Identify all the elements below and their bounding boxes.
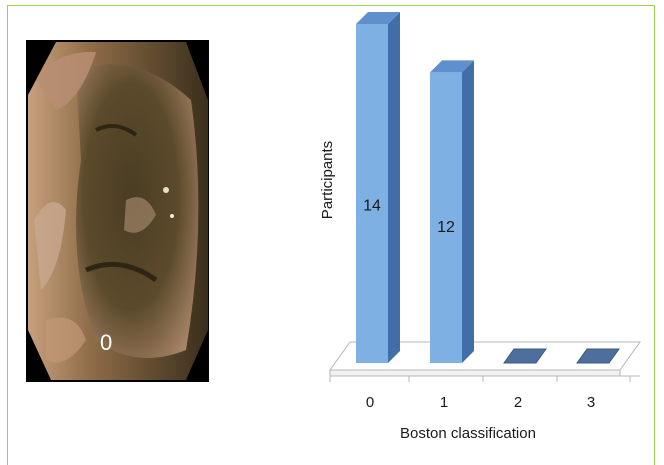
endoscopy-photo: 0 — [26, 40, 209, 382]
chart-floor-edge — [329, 369, 621, 377]
bar-chart: 14 0 12 1 2 3 Participants Boston classificat… — [310, 10, 650, 450]
y-axis-label: Participants — [319, 141, 336, 219]
bar-3 — [576, 348, 620, 364]
endoscopy-image — [26, 40, 209, 382]
x-tick-label: 2 — [514, 394, 522, 411]
bar-front — [356, 24, 388, 363]
bar-zero-marker — [503, 348, 547, 364]
x-tick-label: 0 — [366, 394, 374, 411]
photo-overlay-label: 0 — [100, 330, 113, 355]
x-tick-label: 3 — [587, 394, 595, 411]
bar-1 — [430, 60, 474, 364]
bar-2 — [503, 348, 547, 364]
bar-side — [388, 12, 400, 363]
bar-zero-marker — [576, 348, 620, 364]
bar-top — [430, 60, 474, 73]
data-label: 14 — [363, 197, 381, 214]
bar-front — [430, 72, 462, 363]
bar-0 — [356, 12, 400, 363]
bar-side — [462, 60, 474, 364]
x-tick-label: 1 — [440, 394, 448, 411]
figure-frame — [7, 5, 655, 465]
data-label: 12 — [437, 219, 455, 236]
chart-floor — [329, 341, 641, 382]
chart-bars — [356, 12, 620, 364]
x-axis-label: Boston classification — [400, 425, 536, 442]
bar-top — [356, 12, 400, 24]
